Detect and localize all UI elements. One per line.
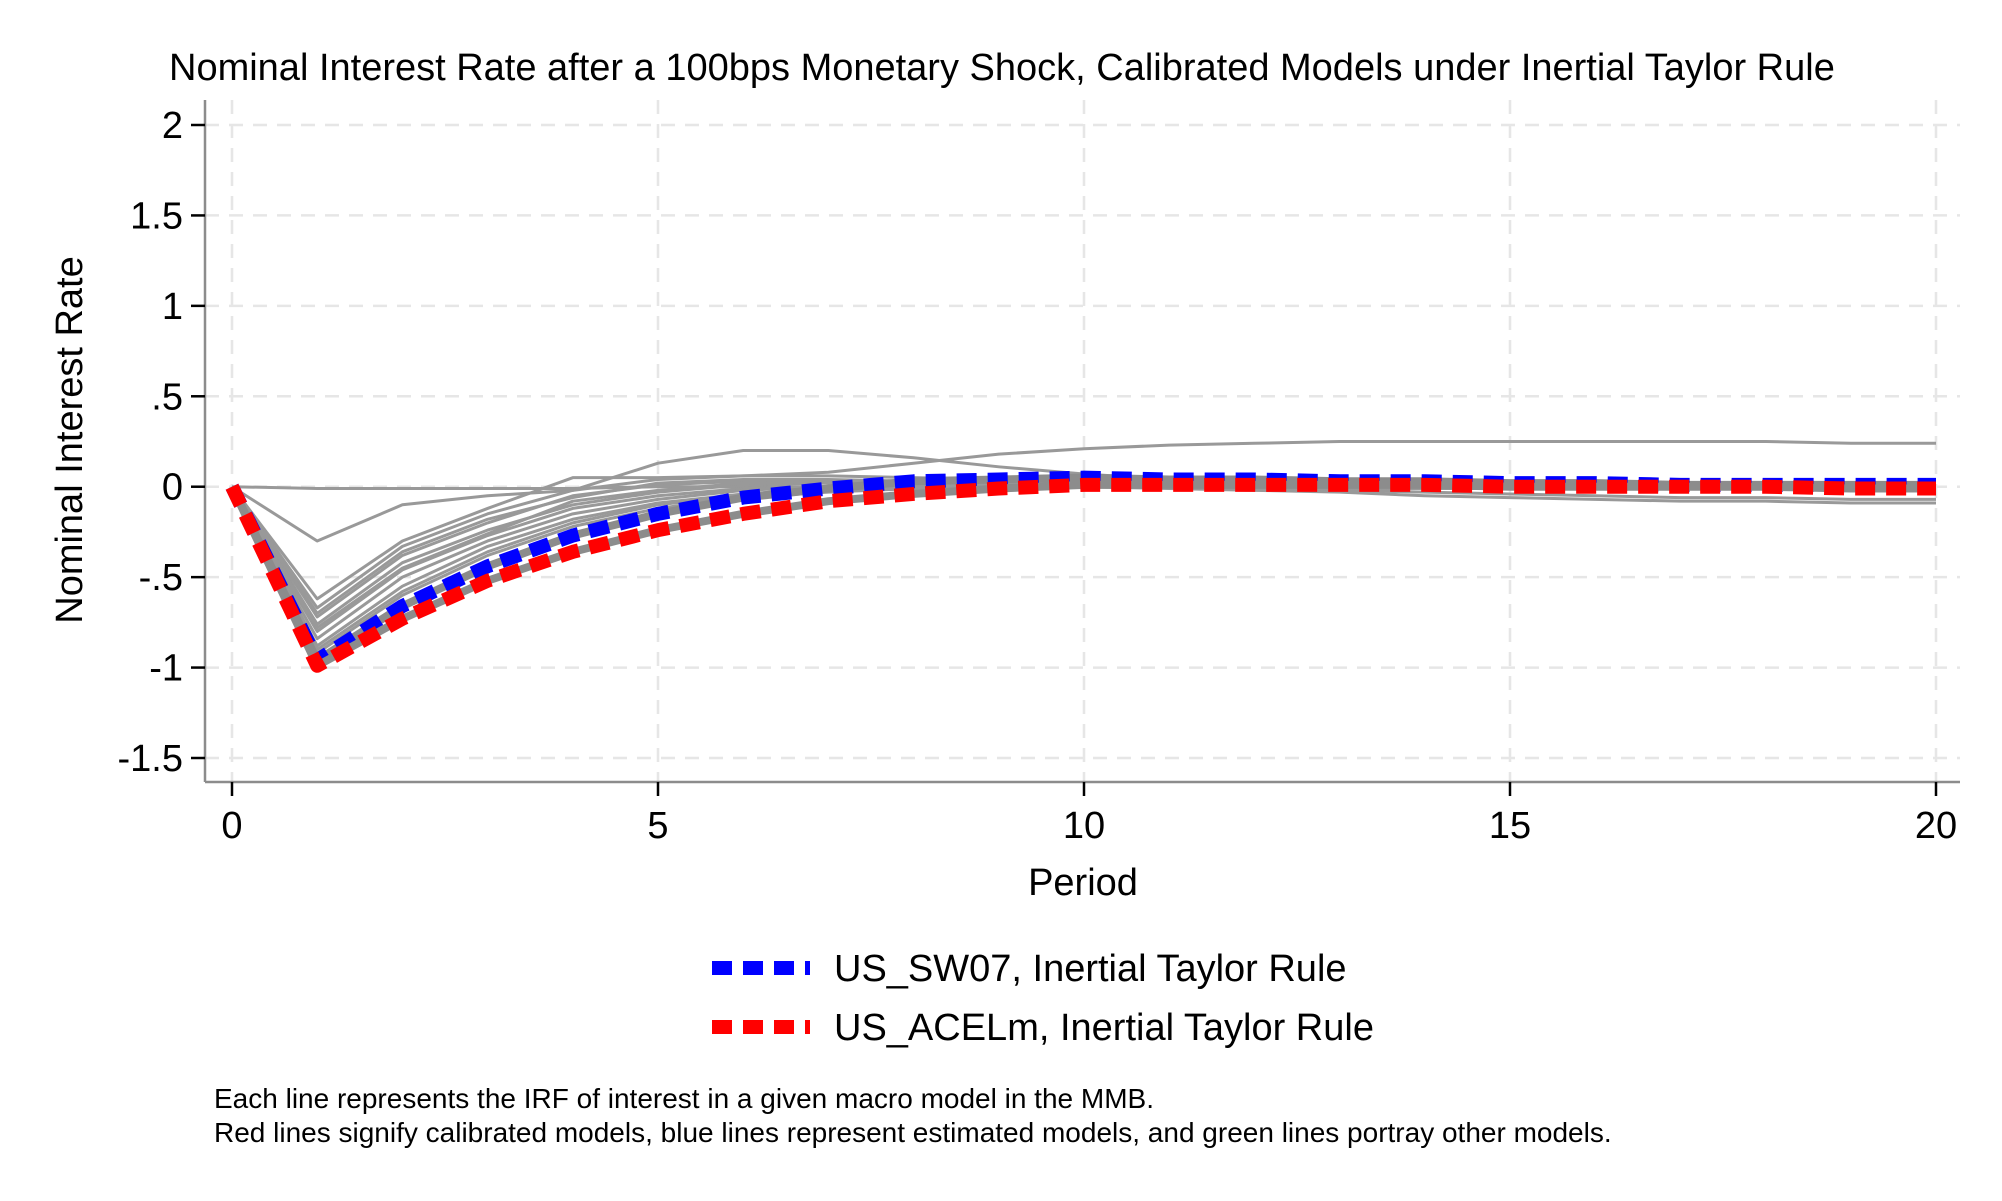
x-tick-label: 0 bbox=[221, 805, 242, 847]
highlighted-model-lines bbox=[225, 470, 1936, 673]
series-line-1 bbox=[225, 477, 1936, 673]
x-tick-label: 10 bbox=[1063, 805, 1105, 847]
x-tick-label: 20 bbox=[1915, 805, 1957, 847]
y-tick-label: 0 bbox=[162, 467, 183, 509]
legend-item-sw07: US_SW07, Inertial Taylor Rule bbox=[712, 948, 1347, 990]
y-tick-label: 1.5 bbox=[130, 195, 183, 237]
y-axis-title: Nominal Interest Rate bbox=[49, 256, 91, 624]
axes: 21.51.50-.5-1-1.50 5 10 15 20 bbox=[118, 100, 1960, 847]
note-line-2: Red lines signify calibrated models, blu… bbox=[214, 1117, 1612, 1148]
y-tick-label: 2 bbox=[162, 105, 183, 147]
y-tick-label: 1 bbox=[162, 286, 183, 328]
x-tick-label: 5 bbox=[647, 805, 668, 847]
y-tick-label: -1 bbox=[149, 648, 183, 690]
legend: US_SW07, Inertial Taylor Rule US_ACELm, … bbox=[712, 948, 1374, 1049]
background-series-line bbox=[230, 481, 1936, 626]
y-tick-label: -.5 bbox=[139, 557, 183, 599]
background-series-line bbox=[230, 440, 1936, 601]
legend-item-acelm: US_ACELm, Inertial Taylor Rule bbox=[712, 1007, 1374, 1049]
legend-label-sw07: US_SW07, Inertial Taylor Rule bbox=[834, 948, 1347, 990]
note-line-1: Each line represents the IRF of interest… bbox=[214, 1083, 1154, 1114]
x-tick-label: 15 bbox=[1489, 805, 1531, 847]
y-tick-label: -1.5 bbox=[118, 738, 183, 780]
legend-label-acelm: US_ACELm, Inertial Taylor Rule bbox=[834, 1007, 1374, 1049]
x-axis-title: Period bbox=[1028, 862, 1138, 904]
chart-title: Nominal Interest Rate after a 100bps Mon… bbox=[169, 47, 1835, 89]
y-tick-label: .5 bbox=[151, 376, 183, 418]
